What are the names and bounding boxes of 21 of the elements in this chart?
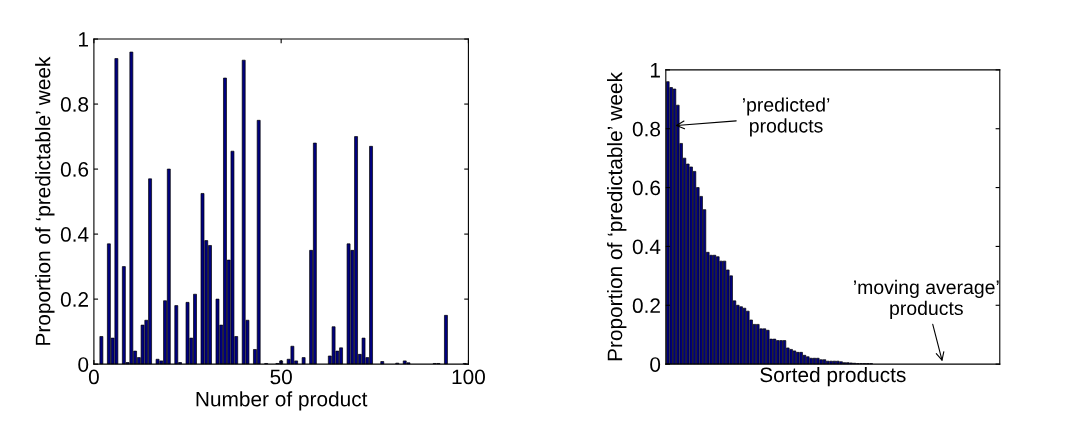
y-tick-label: 0.4 — [632, 239, 661, 255]
y-axis-title: Proportion of ‘predictable’ week — [607, 72, 627, 361]
x-axis-title: Number of product — [196, 391, 368, 411]
y-tick-label: 0 — [78, 357, 89, 372]
x-axis-title: Sorted products — [760, 366, 906, 387]
y-tick-label: 0.6 — [60, 162, 89, 177]
y-tick-label: 0.4 — [60, 227, 89, 242]
x-tick-label: 50 — [270, 369, 292, 385]
y-axis-title: Proportion of ‘predictable’ week — [35, 56, 55, 345]
x-tick-label: 0 — [88, 369, 99, 385]
annotation: ’predicted’ products — [742, 97, 830, 137]
y-tick-label: 0.2 — [632, 298, 660, 314]
y-tick-label: 0.8 — [60, 97, 89, 112]
annotation: ’moving average’ products — [854, 279, 999, 319]
x-tick-label: 100 — [452, 369, 485, 385]
y-tick-label: 0.6 — [632, 180, 661, 196]
y-tick-label: 0 — [650, 357, 661, 372]
y-tick-label: 1 — [650, 63, 660, 78]
y-tick-label: 1 — [79, 32, 89, 47]
y-tick-label: 0.2 — [60, 292, 88, 307]
y-tick-label: 0.8 — [632, 121, 661, 137]
